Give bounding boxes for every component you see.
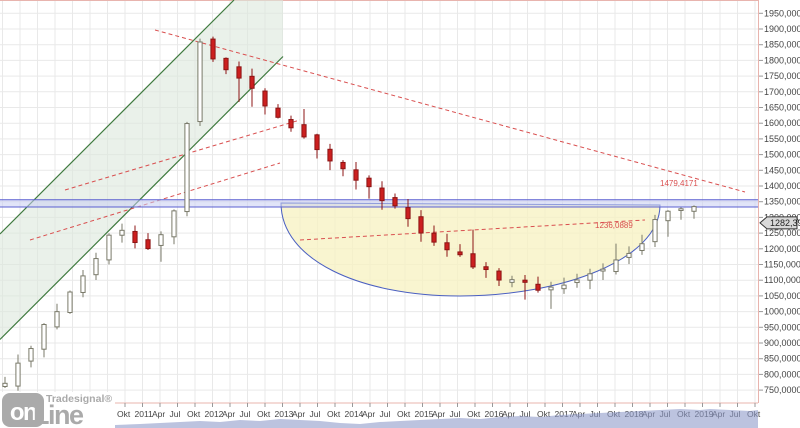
svg-text:Apr: Apr: [152, 409, 165, 419]
svg-text:1750,0000: 1750,0000: [764, 71, 800, 81]
svg-text:1236,0889: 1236,0889: [595, 221, 633, 230]
svg-text:950,0000: 950,0000: [764, 322, 800, 332]
svg-text:1500,0000: 1500,0000: [764, 150, 800, 160]
svg-text:850,0000: 850,0000: [764, 354, 800, 364]
svg-text:1050,0000: 1050,0000: [764, 291, 800, 301]
svg-text:Okt: Okt: [327, 409, 341, 419]
svg-text:Apr: Apr: [362, 409, 375, 419]
svg-text:Apr: Apr: [292, 409, 305, 419]
svg-text:Apr: Apr: [432, 409, 445, 419]
svg-text:1700,0000: 1700,0000: [764, 87, 800, 97]
svg-text:Jul: Jul: [310, 409, 321, 419]
svg-text:Jul: Jul: [240, 409, 251, 419]
svg-text:Okt: Okt: [467, 409, 481, 419]
svg-text:1282,3900: 1282,3900: [770, 218, 800, 228]
svg-text:1850,0000: 1850,0000: [764, 40, 800, 50]
svg-text:900,0000: 900,0000: [764, 338, 800, 348]
svg-text:1200,0000: 1200,0000: [764, 244, 800, 254]
svg-text:Apr: Apr: [222, 409, 235, 419]
svg-text:2015: 2015: [415, 409, 434, 419]
svg-text:1800,0000: 1800,0000: [764, 55, 800, 65]
svg-text:1600,0000: 1600,0000: [764, 118, 800, 128]
svg-text:1000,0000: 1000,0000: [764, 307, 800, 317]
svg-text:Okt: Okt: [397, 409, 411, 419]
svg-text:1100,0000: 1100,0000: [764, 275, 800, 285]
svg-text:2013: 2013: [275, 409, 294, 419]
svg-text:2012: 2012: [205, 409, 224, 419]
svg-text:2014: 2014: [345, 409, 364, 419]
svg-text:1900,0000: 1900,0000: [764, 24, 800, 34]
svg-text:1650,0000: 1650,0000: [764, 103, 800, 113]
svg-text:Jul: Jul: [450, 409, 461, 419]
svg-text:Jul: Jul: [380, 409, 391, 419]
svg-text:1150,0000: 1150,0000: [764, 260, 800, 270]
svg-text:1950,0000: 1950,0000: [764, 8, 800, 18]
svg-text:1350,0000: 1350,0000: [764, 197, 800, 207]
svg-text:1250,0000: 1250,0000: [764, 228, 800, 238]
svg-text:1400,0000: 1400,0000: [764, 181, 800, 191]
svg-text:Okt: Okt: [187, 409, 201, 419]
svg-text:Jul: Jul: [170, 409, 181, 419]
svg-text:800,0000: 800,0000: [764, 369, 800, 379]
svg-text:Okt: Okt: [257, 409, 271, 419]
svg-text:1450,0000: 1450,0000: [764, 165, 800, 175]
svg-text:1550,0000: 1550,0000: [764, 134, 800, 144]
svg-text:750,0000: 750,0000: [764, 385, 800, 395]
svg-text:1479,4171: 1479,4171: [660, 179, 698, 188]
